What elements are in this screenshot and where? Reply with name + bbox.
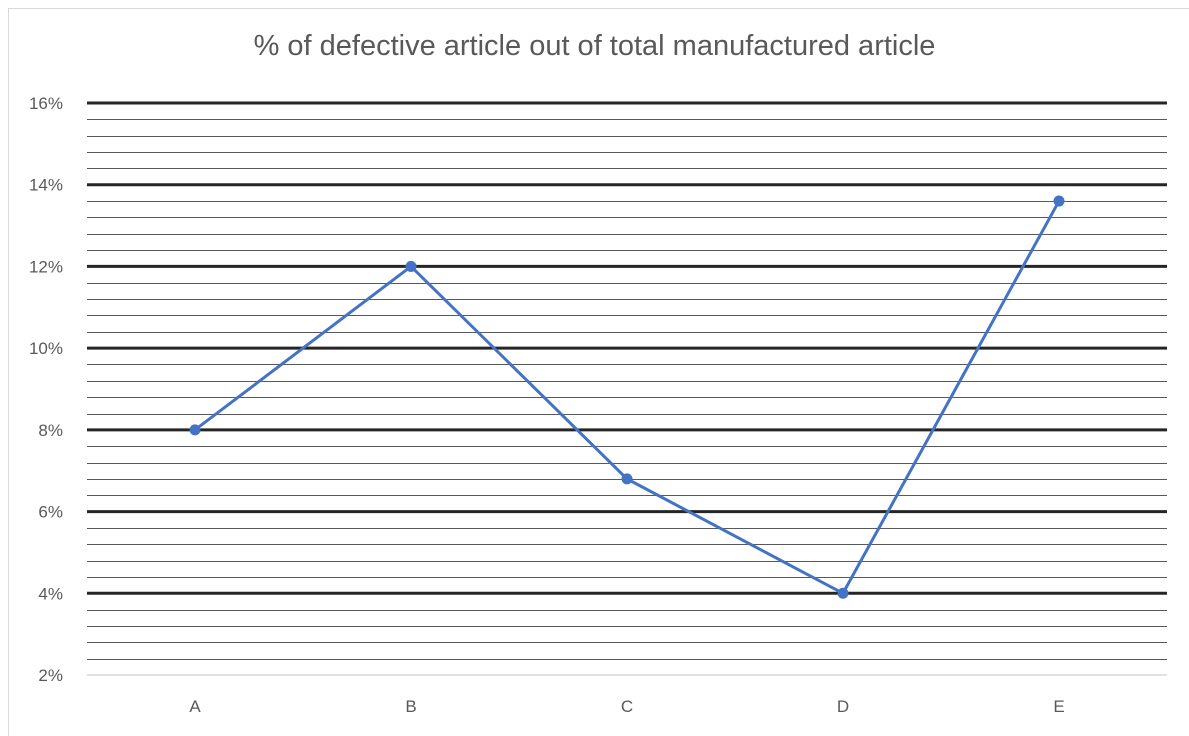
x-tick-label: C <box>621 697 633 716</box>
x-tick-label: D <box>837 697 849 716</box>
y-tick-label: 2% <box>38 666 63 685</box>
chart-frame <box>8 8 1189 736</box>
y-tick-label: 4% <box>38 584 63 603</box>
data-point-B <box>405 260 417 272</box>
y-tick-label: 6% <box>38 503 63 522</box>
data-point-D <box>837 587 849 599</box>
y-tick-label: 8% <box>38 421 63 440</box>
y-tick-label: 12% <box>29 257 63 276</box>
y-tick-label: 10% <box>29 339 63 358</box>
data-point-E <box>1053 195 1065 207</box>
series-layer <box>189 195 1065 599</box>
chart-title: % of defective article out of total manu… <box>253 30 936 62</box>
y-tick-label: 16% <box>29 94 63 113</box>
x-tick-label: A <box>189 697 201 716</box>
data-point-C <box>621 473 633 485</box>
x-tick-label: B <box>405 697 416 716</box>
gridlines <box>87 101 1167 676</box>
y-axis-tick-labels: 2% 4% 6% 8% 10% 12% 14% 16% <box>29 94 63 685</box>
x-tick-label: E <box>1053 697 1064 716</box>
data-point-A <box>189 424 201 436</box>
y-tick-label: 14% <box>29 176 63 195</box>
x-axis-tick-labels: A B C D E <box>189 697 1064 716</box>
